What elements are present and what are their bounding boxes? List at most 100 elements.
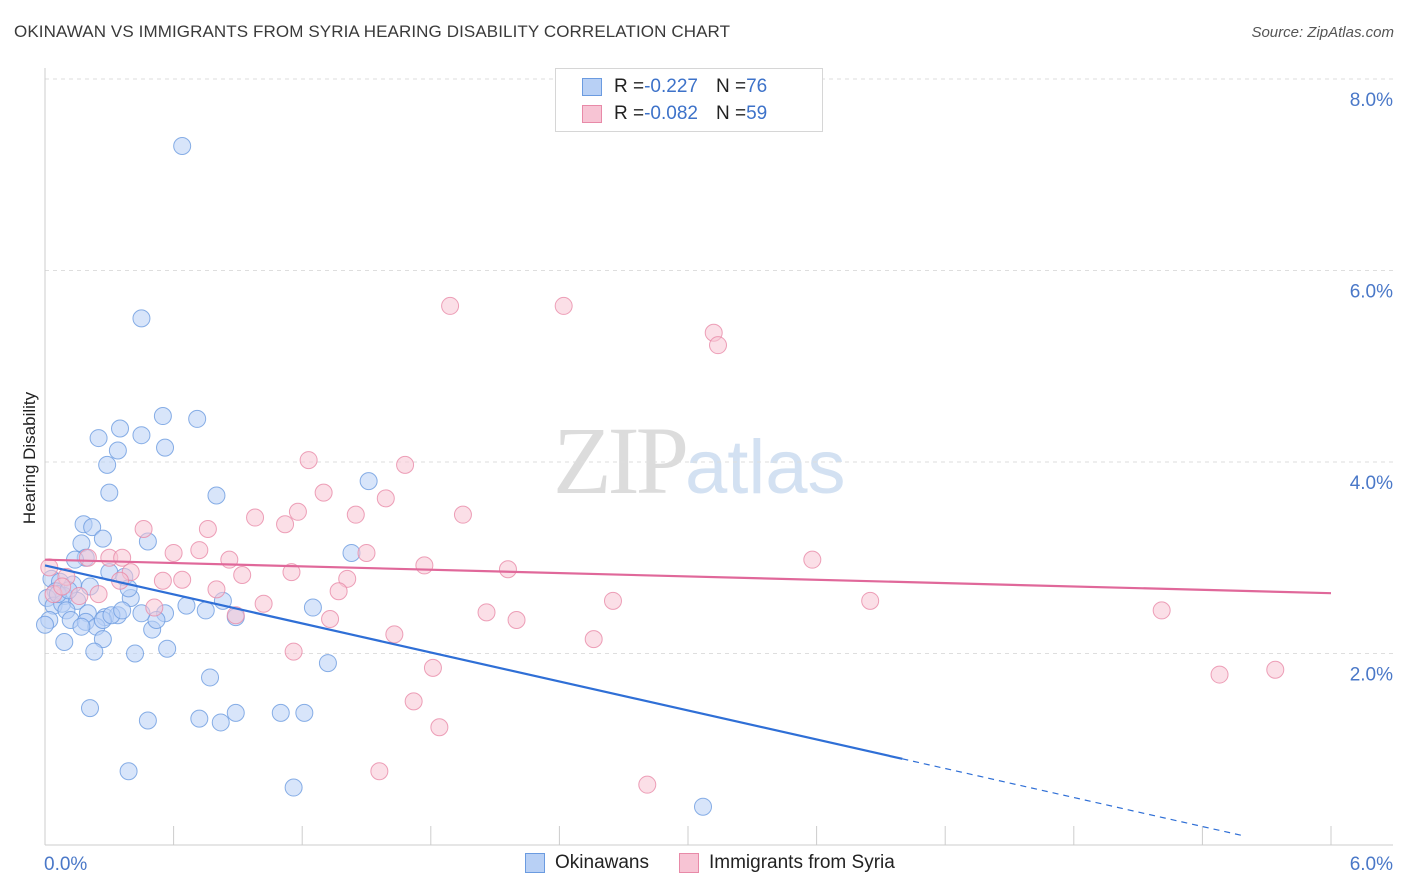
okinawan-point bbox=[83, 518, 102, 537]
syria-point bbox=[1266, 660, 1285, 679]
syria-point bbox=[861, 591, 880, 610]
okinawan-point bbox=[190, 709, 209, 728]
syria-point bbox=[226, 606, 245, 625]
okinawan-point bbox=[138, 711, 157, 730]
okinawan-point bbox=[113, 601, 132, 620]
syria-point bbox=[603, 591, 622, 610]
okinawan-point bbox=[36, 615, 54, 634]
watermark-atlas: atlas bbox=[685, 425, 846, 510]
syria-point bbox=[282, 563, 301, 582]
syria-point bbox=[233, 565, 252, 584]
okinawan-point bbox=[342, 543, 361, 562]
syria-point bbox=[254, 594, 273, 613]
okinawan-point bbox=[694, 797, 713, 816]
okinawan-point bbox=[271, 703, 290, 722]
okinawan-point bbox=[284, 778, 303, 797]
syria-point bbox=[173, 570, 192, 589]
syria-point bbox=[288, 502, 307, 521]
correlation-legend: R = -0.227 N = 76 R = -0.082 N = 59 bbox=[555, 68, 823, 132]
okinawan-point bbox=[226, 703, 245, 722]
syria-point bbox=[404, 692, 423, 711]
okinawan-point bbox=[132, 309, 151, 328]
legend-swatch-blue bbox=[582, 78, 602, 96]
okinawan-point bbox=[55, 633, 74, 652]
legend-row-okinawans: R = -0.227 N = 76 bbox=[582, 75, 767, 99]
syria-point bbox=[246, 508, 265, 527]
okinawan-point bbox=[111, 419, 130, 438]
legend-n-label: N = bbox=[715, 76, 747, 97]
syria-point bbox=[164, 543, 183, 562]
syria-point bbox=[423, 658, 442, 677]
okinawan-point bbox=[93, 630, 112, 649]
legend-r-label: R = bbox=[614, 76, 645, 97]
legend-label-okinawans: Okinawans bbox=[555, 852, 649, 873]
syria-point bbox=[338, 569, 357, 588]
syria-point bbox=[385, 625, 404, 644]
source-label: Source: ZipAtlas.com bbox=[1251, 24, 1394, 41]
legend-r-value: -0.227 bbox=[644, 76, 698, 97]
legend-n-value: 59 bbox=[746, 103, 768, 124]
syria-point bbox=[376, 489, 395, 508]
okinawan-point bbox=[85, 642, 104, 661]
okinawan-point bbox=[153, 407, 172, 426]
syria-point bbox=[207, 580, 226, 599]
legend-n-label: N = bbox=[715, 103, 747, 124]
syria-point bbox=[78, 548, 97, 567]
okinawan-point bbox=[359, 472, 378, 491]
okinawan-trend-extension bbox=[902, 758, 1246, 837]
syria-point bbox=[638, 775, 657, 794]
syria-point bbox=[153, 571, 172, 590]
syria-point bbox=[314, 483, 333, 502]
okinawan-point bbox=[81, 699, 100, 718]
okinawan-point bbox=[72, 617, 91, 636]
legend-swatch-pink bbox=[582, 105, 602, 123]
okinawan-point bbox=[108, 441, 127, 460]
legend-row-syria: R = -0.082 N = 59 bbox=[582, 102, 767, 126]
okinawan-point bbox=[98, 455, 117, 474]
syria-point bbox=[321, 610, 340, 629]
syria-point bbox=[357, 543, 376, 562]
syria-point bbox=[299, 451, 318, 470]
syria-point bbox=[70, 587, 89, 606]
syria-point bbox=[134, 520, 153, 539]
y-tick-label: 2.0% bbox=[1350, 665, 1393, 686]
okinawan-point bbox=[173, 137, 192, 156]
okinawan-point bbox=[318, 654, 337, 673]
okinawan-point bbox=[211, 713, 230, 732]
syria-point bbox=[145, 598, 164, 617]
watermark-zip: ZIP bbox=[553, 407, 689, 514]
okinawan-point bbox=[119, 762, 138, 781]
watermark: ZIPatlas bbox=[553, 405, 846, 516]
syria-point bbox=[396, 455, 415, 474]
syria-point bbox=[329, 582, 348, 601]
syria-point bbox=[1152, 601, 1171, 620]
syria-point bbox=[441, 296, 460, 315]
okinawan-point bbox=[295, 703, 314, 722]
syria-point bbox=[584, 630, 603, 649]
okinawan-point bbox=[303, 598, 322, 617]
x-tick-label: 0.0% bbox=[44, 854, 87, 875]
okinawan-point bbox=[201, 668, 220, 687]
legend-r-label: R = bbox=[614, 103, 645, 124]
syria-point bbox=[370, 762, 389, 781]
okinawan-point bbox=[93, 529, 112, 548]
syria-point bbox=[284, 642, 303, 661]
syria-point bbox=[1210, 665, 1229, 684]
syria-point bbox=[507, 610, 526, 629]
okinawan-point bbox=[207, 486, 226, 505]
syria-point bbox=[709, 336, 728, 355]
legend-swatch-blue bbox=[525, 853, 545, 873]
legend-r-value: -0.082 bbox=[644, 103, 698, 124]
okinawan-point bbox=[188, 409, 207, 428]
y-axis-label: Hearing Disability bbox=[20, 391, 39, 525]
legend-item-syria: Immigrants from Syria bbox=[679, 852, 895, 874]
okinawan-point bbox=[196, 601, 215, 620]
syria-point bbox=[198, 520, 217, 539]
okinawan-point bbox=[100, 483, 119, 502]
y-tick-label: 6.0% bbox=[1350, 282, 1393, 303]
okinawan-point bbox=[132, 426, 151, 445]
syria-point bbox=[190, 541, 209, 560]
syria-point bbox=[276, 515, 295, 534]
x-tick-label: 6.0% bbox=[1350, 854, 1393, 875]
legend-label-syria: Immigrants from Syria bbox=[709, 852, 895, 873]
